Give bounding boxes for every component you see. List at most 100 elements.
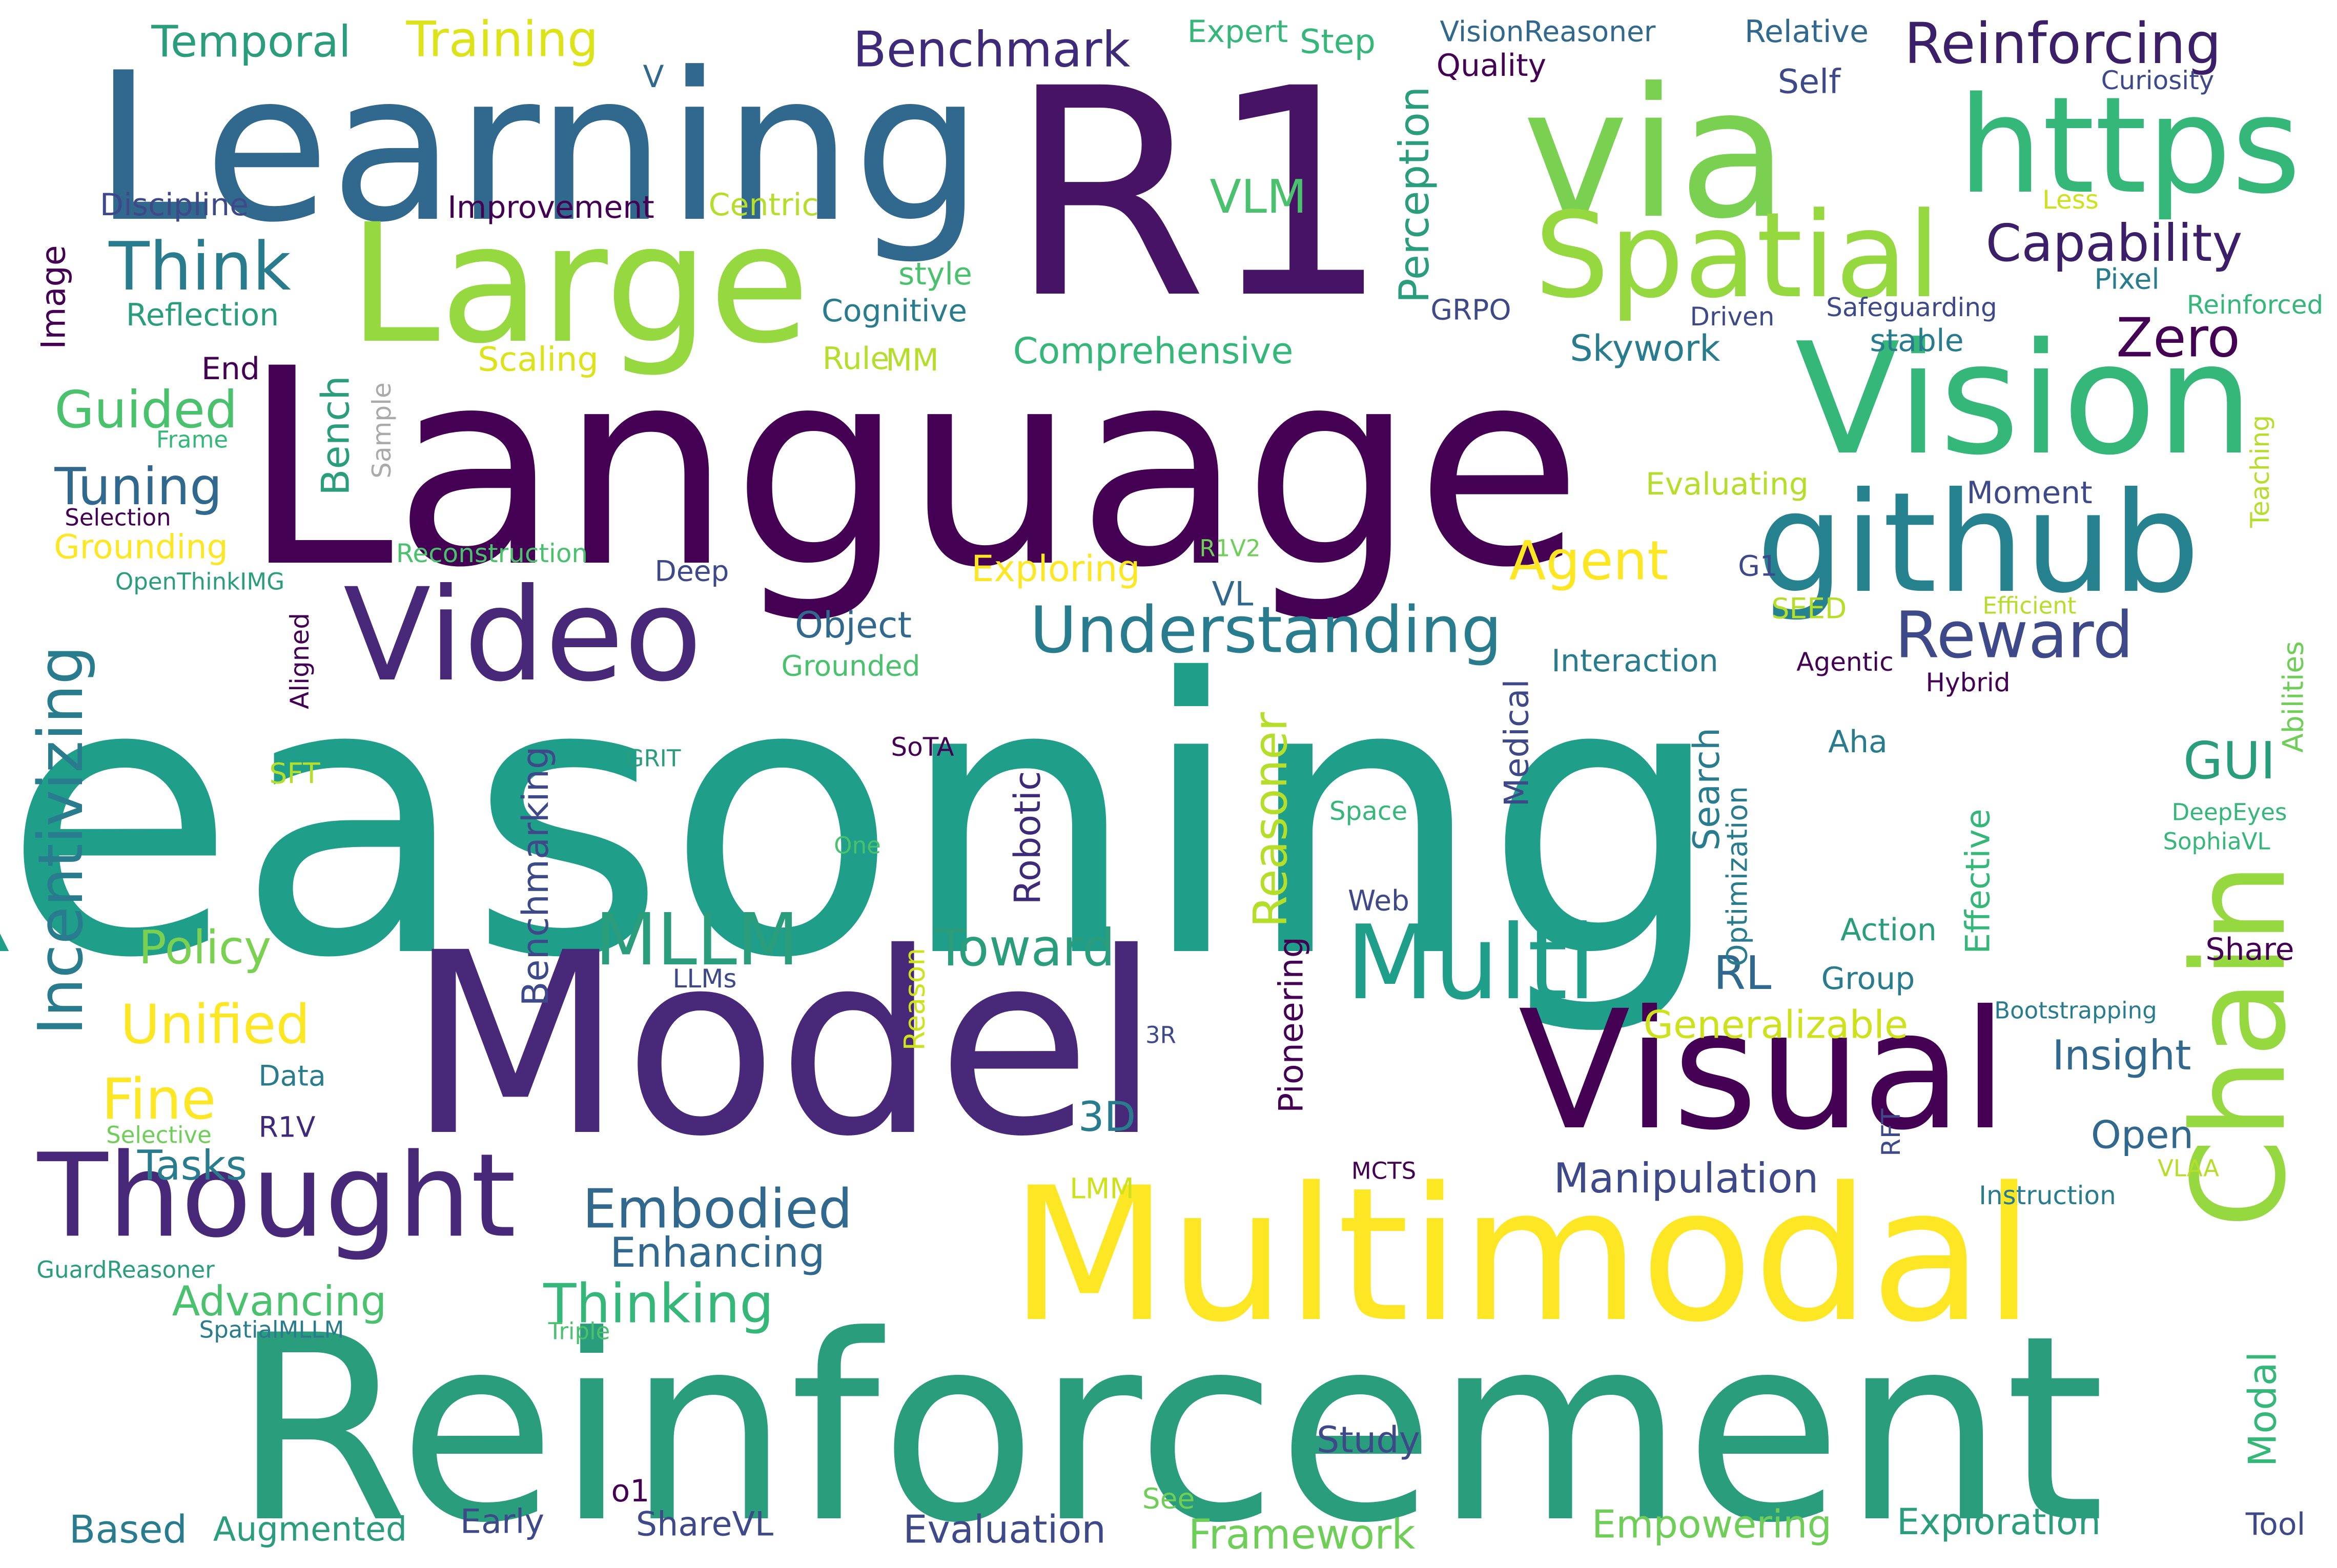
word-multimodal: Multimodal xyxy=(1009,1148,2035,1363)
word-web: Web xyxy=(1348,884,1409,917)
word-improvement: Improvement xyxy=(447,190,654,225)
word-sota: SoTA xyxy=(891,732,954,762)
word-see: See xyxy=(1142,1482,1195,1515)
word-scaling: Scaling xyxy=(478,340,599,379)
word-efficient: Efficient xyxy=(1982,592,2077,620)
word-evaluating: Evaluating xyxy=(1646,466,1809,502)
word-data: Data xyxy=(258,1059,326,1092)
word-thought: Thought xyxy=(37,1129,516,1264)
word-study: Study xyxy=(1316,1419,1421,1461)
word-quality: Quality xyxy=(1436,48,1547,84)
word-mcts: MCTS xyxy=(1351,1157,1417,1185)
word-deep: Deep xyxy=(654,554,729,588)
word-gui: GUI xyxy=(2183,731,2276,791)
word-capability: Capability xyxy=(1985,213,2243,273)
word-reasoning: Reasoning xyxy=(0,599,1725,1041)
word-vlaa: VLAA xyxy=(2158,1154,2219,1182)
word-g1: G1 xyxy=(1738,549,1778,583)
word-lmm: LMM xyxy=(1070,1172,1134,1205)
word-3d: 3D xyxy=(1078,1093,1136,1141)
word-r1v2: R1V2 xyxy=(1199,534,1261,562)
word-safeguarding: Safeguarding xyxy=(1826,293,1997,322)
word-insight: Insight xyxy=(2052,1031,2191,1079)
word-github: github xyxy=(1756,462,2200,624)
word-vlm: VLM xyxy=(1210,170,1307,224)
word-triple: Triple xyxy=(548,1317,610,1345)
word-llms: LLMs xyxy=(672,964,737,994)
word-large: Large xyxy=(348,189,810,380)
word-think: Think xyxy=(109,228,291,305)
word-r1v: R1V xyxy=(258,1110,316,1144)
word-grpo: GRPO xyxy=(1430,293,1511,326)
word-advancing: Advancing xyxy=(172,1277,387,1325)
word-end: End xyxy=(201,351,260,387)
word-language: Language xyxy=(242,311,1583,627)
word-moment: Moment xyxy=(1966,475,2093,511)
word-seed: SEED xyxy=(1771,592,1847,625)
word-spatial: Spatial xyxy=(1534,188,1940,324)
word-group: Group xyxy=(1821,961,1915,997)
word-search: Search xyxy=(1686,727,1728,851)
word-object: Object xyxy=(795,604,912,646)
word-medical: Medical xyxy=(1498,679,1536,807)
word-grit: GRIT xyxy=(626,745,681,772)
word-empowering: Empowering xyxy=(1591,1501,1832,1547)
word-zero: Zero xyxy=(2116,306,2240,369)
word-abilities: Abilities xyxy=(2277,641,2310,753)
word-action: Action xyxy=(1840,912,1937,948)
word-reinforcing: Reinforcing xyxy=(1904,11,2222,76)
word-learning: Learning xyxy=(93,29,983,267)
word-sophiavl: SophiaVL xyxy=(2163,828,2270,855)
word-one: One xyxy=(834,832,881,859)
word-policy: Policy xyxy=(138,921,272,975)
word-aligned: Aligned xyxy=(285,613,315,709)
word-interaction: Interaction xyxy=(1551,643,1718,679)
word-expert: Expert xyxy=(1187,14,1288,50)
word-exploring: Exploring xyxy=(971,548,1140,590)
word-self: Self xyxy=(1777,63,1841,101)
word-tuning: Tuning xyxy=(54,457,222,517)
word-reconstruction: Reconstruction xyxy=(396,539,588,568)
word-effective: Effective xyxy=(1959,809,1998,954)
word-reason: Reason xyxy=(898,947,931,1051)
word-framework: Framework xyxy=(1188,1511,1416,1558)
word-3r: 3R xyxy=(1145,1021,1176,1049)
word-discipline: Discipline xyxy=(99,187,249,223)
word-model: Model xyxy=(407,899,1161,1191)
word-mllm: MLLM xyxy=(595,898,799,982)
word-guided: Guided xyxy=(54,380,238,440)
word-open: Open xyxy=(2090,1112,2194,1158)
word-frame: Frame xyxy=(156,426,229,453)
word-visual: Visual xyxy=(1518,976,2008,1166)
word-video: Video xyxy=(343,561,703,710)
word-tool: Tool xyxy=(2245,1507,2306,1542)
word-reflection: Reflection xyxy=(126,297,279,333)
word-rule: Rule xyxy=(822,341,890,377)
word-optimization: Optimization xyxy=(1720,786,1754,966)
word-selection: Selection xyxy=(65,504,171,531)
word-o1: o1 xyxy=(611,1473,650,1509)
word-pioneering: Pioneering xyxy=(1272,936,1311,1113)
word-generalizable: Generalizable xyxy=(1643,1002,1909,1047)
word-grounded: Grounded xyxy=(781,649,920,683)
word-incentivizing: Incentivizing xyxy=(26,645,97,1036)
word-v: V xyxy=(643,59,664,95)
word-aha: Aha xyxy=(1828,724,1888,760)
word-unified: Unified xyxy=(120,993,310,1056)
word-exploration: Exploration xyxy=(1896,1501,2101,1543)
word-sharevl: ShareVL xyxy=(636,1505,774,1544)
word-instruction: Instruction xyxy=(1979,1181,2116,1210)
word-bench: Bench xyxy=(313,376,358,496)
word-visionreasoner: VisionReasoner xyxy=(1440,15,1656,48)
word-mm: MM xyxy=(886,342,939,378)
word-teaching: Teaching xyxy=(2245,415,2275,528)
word-less: Less xyxy=(2042,185,2099,215)
word-spatialmllm: SpatialMLLM xyxy=(199,1316,344,1344)
word-evaluation: Evaluation xyxy=(903,1507,1106,1552)
word-skywork: Skywork xyxy=(1570,327,1720,369)
word-agentic: Agentic xyxy=(1796,647,1894,677)
word-early: Early xyxy=(460,1502,545,1541)
word-rft: RFT xyxy=(1876,1108,1906,1157)
word-bootstrapping: Bootstrapping xyxy=(1994,997,2157,1024)
word-agent: Agent xyxy=(1509,529,1669,592)
